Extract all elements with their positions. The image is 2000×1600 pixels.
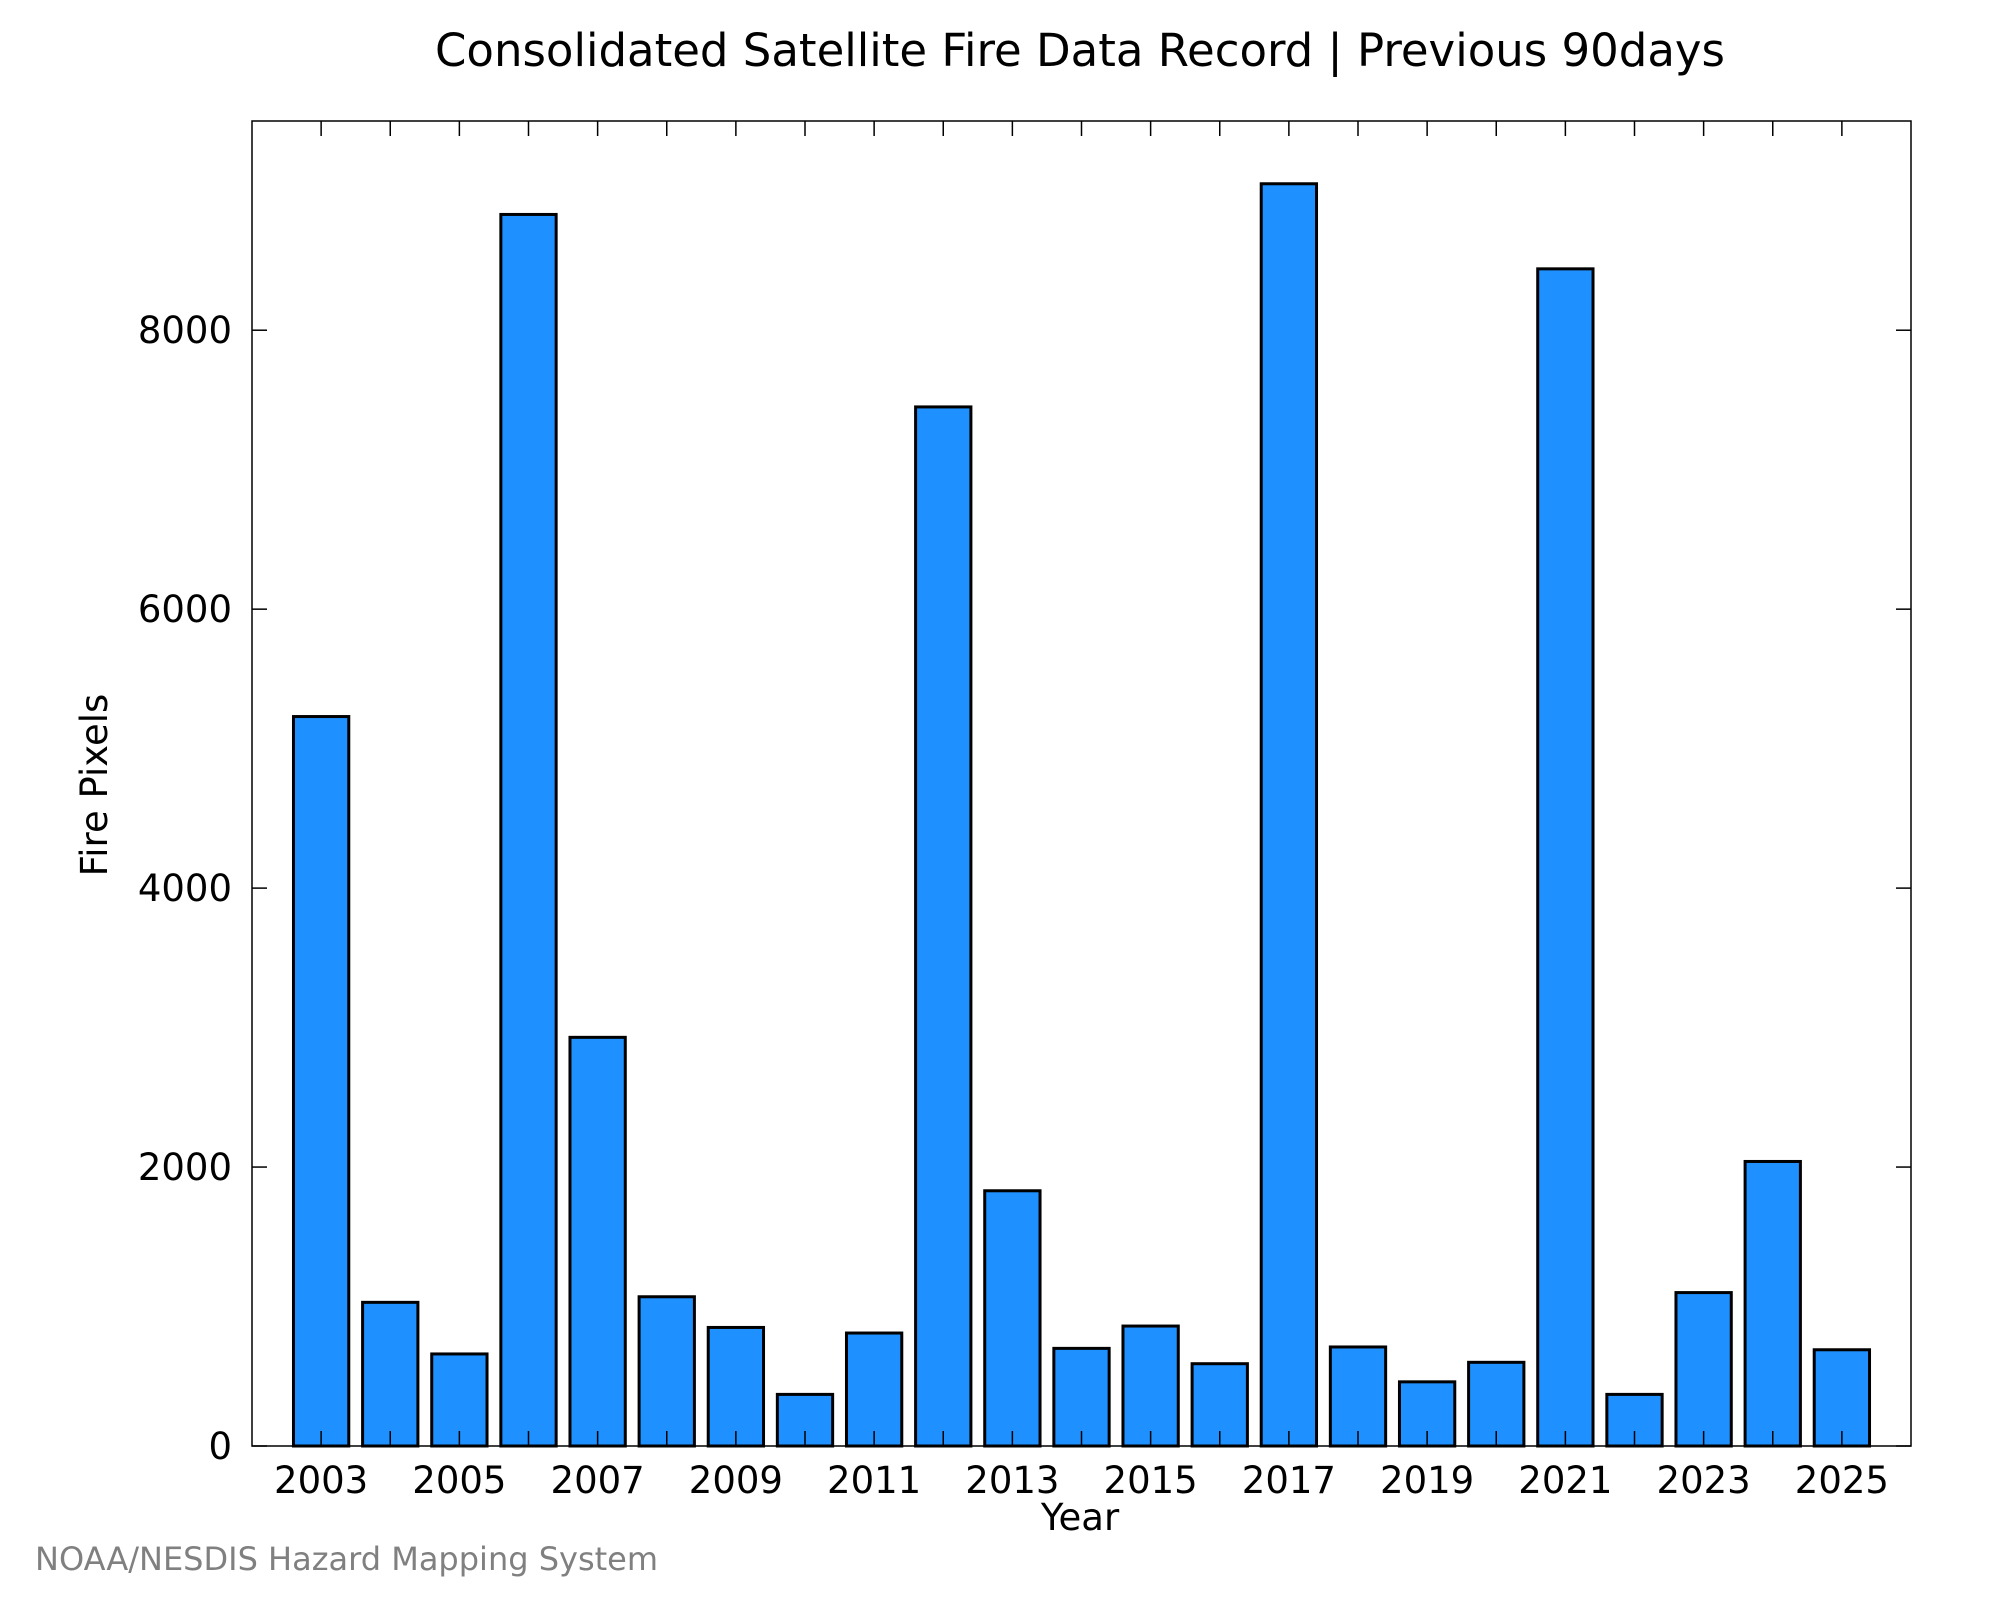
bar-2013 — [983, 1189, 1042, 1448]
credit-text: NOAA/NESDIS Hazard Mapping System — [35, 1540, 658, 1578]
bar-2017 — [1259, 182, 1319, 1448]
chart-title: Consolidated Satellite Fire Data Record … — [435, 24, 1725, 77]
x-tick-label-2019: 2019 — [1380, 1459, 1474, 1502]
bar-2004 — [361, 1300, 420, 1448]
x-tick-label-2009: 2009 — [689, 1459, 783, 1502]
bar-2006 — [499, 212, 558, 1448]
bar-2007 — [568, 1035, 627, 1448]
x-axis-title: Year — [1040, 1496, 1120, 1539]
y-tick-label-2000: 2000 — [138, 1146, 232, 1189]
bar-2015 — [1121, 1324, 1180, 1448]
bars-layer — [291, 182, 1872, 1448]
y-tick-label-6000: 6000 — [138, 588, 232, 631]
y-tick-label-0: 0 — [208, 1425, 232, 1468]
y-tick-label-4000: 4000 — [138, 867, 232, 910]
x-tick-label-2023: 2023 — [1657, 1459, 1751, 1502]
bar-2012 — [914, 405, 973, 1448]
bar-2021 — [1536, 267, 1595, 1448]
bar-2009 — [706, 1325, 766, 1448]
bar-2024 — [1743, 1159, 1802, 1448]
x-tick-label-2013: 2013 — [965, 1459, 1059, 1502]
x-tick-label-2005: 2005 — [412, 1459, 506, 1502]
bar-2023 — [1674, 1291, 1733, 1448]
x-tick-label-2025: 2025 — [1795, 1459, 1889, 1502]
bar-2003 — [291, 715, 351, 1448]
ticks-layer: 2003 2005 2007 2009 2011 2013 2015 2017 2019 2021… — [138, 121, 1911, 1502]
x-tick-label-2015: 2015 — [1104, 1459, 1198, 1502]
bar-2011 — [844, 1331, 904, 1448]
plot-frame — [251, 120, 1912, 1447]
x-tick-label-2011: 2011 — [827, 1459, 921, 1502]
x-tick-label-2021: 2021 — [1518, 1459, 1612, 1502]
x-tick-label-2003: 2003 — [274, 1459, 368, 1502]
y-tick-label-8000: 8000 — [138, 309, 232, 352]
x-tick-label-2017: 2017 — [1242, 1459, 1336, 1502]
x-tick-label-2007: 2007 — [551, 1459, 645, 1502]
y-axis-title: Fire Pixels — [73, 694, 116, 877]
bar-2008 — [637, 1295, 696, 1448]
